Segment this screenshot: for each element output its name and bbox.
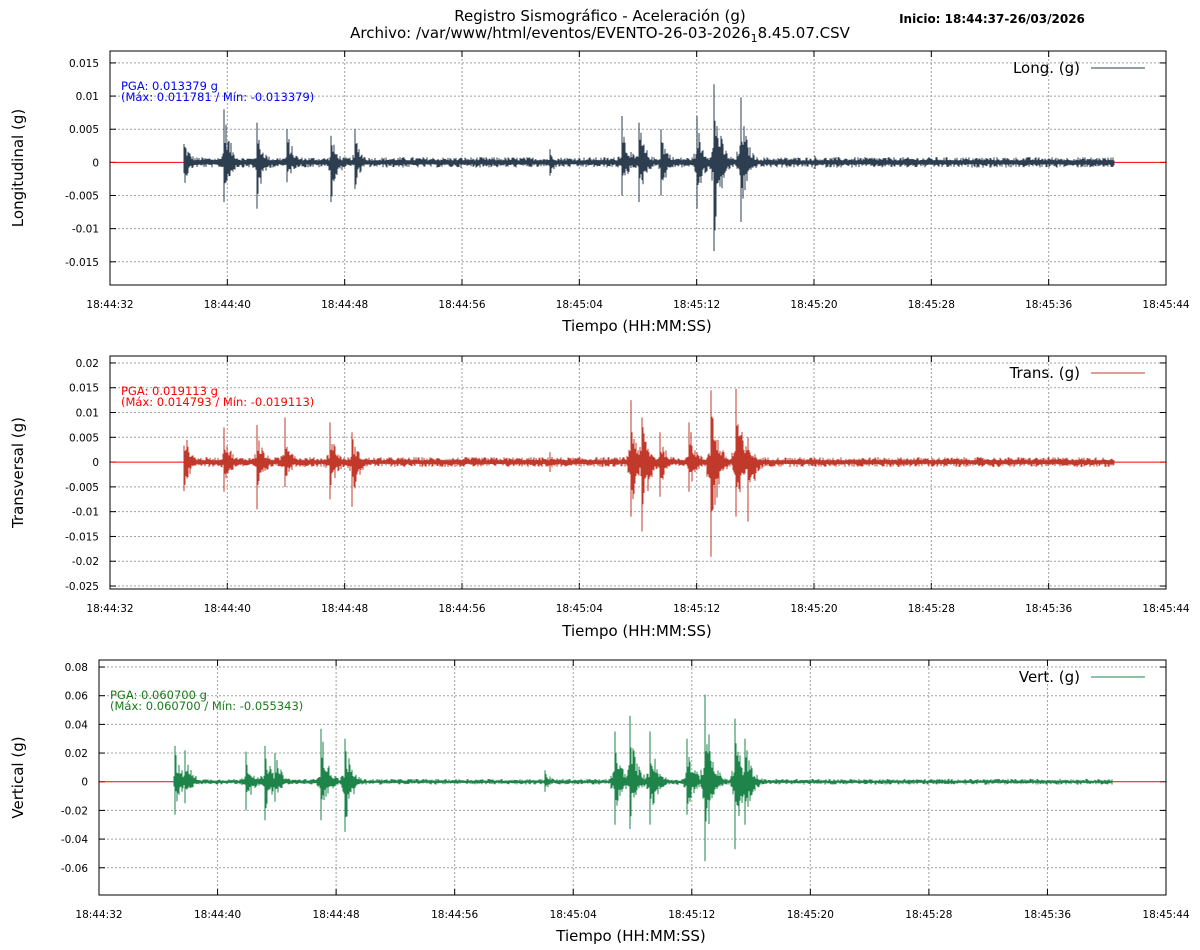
y-tick-label: 0.015	[69, 58, 99, 70]
pga-annotation: PGA: 0.013379 g	[121, 79, 218, 93]
legend-label: Vert. (g)	[1019, 668, 1080, 686]
y-tick-label: 0	[92, 457, 99, 469]
y-tick-label: -0.01	[72, 224, 99, 236]
panel-long: 18:44:32 18:44:40 18:44:48 18:44:56 18:45:04…	[9, 50, 1190, 335]
y-tick-label: -0.02	[72, 556, 99, 568]
x-tick-label: 18:44:40	[204, 603, 251, 615]
y-tick-label: 0.06	[65, 691, 89, 703]
y-axis-label: Longitudinal (g)	[9, 109, 27, 227]
x-tick-label: 18:45:04	[556, 603, 603, 615]
x-tick-label: 18:45:28	[905, 909, 952, 921]
file-subscript: 1	[751, 32, 758, 45]
panel-vert: 18:44:32 18:44:40 18:44:48 18:44:56 18:45:04…	[9, 659, 1190, 945]
x-tick-label: 18:45:28	[908, 603, 955, 615]
x-tick-label: 18:45:12	[673, 603, 720, 615]
x-tick-label: 18:44:48	[321, 603, 368, 615]
y-tick-label: -0.025	[65, 581, 99, 593]
x-axis-label: Tiempo (HH:MM:SS)	[561, 622, 711, 640]
y-tick-label: 0.04	[65, 719, 89, 731]
plot-frame	[98, 659, 1167, 896]
maxmin-annotation: (Máx: 0.011781 / Mín: -0.013379)	[121, 90, 314, 104]
y-tick-label: 0.08	[65, 662, 88, 674]
x-tick-label: 18:44:40	[204, 299, 251, 311]
x-tick-label: 18:44:48	[321, 299, 368, 311]
x-tick-label: 18:45:36	[1025, 299, 1072, 311]
x-tick-label: 18:45:20	[790, 299, 837, 311]
y-tick-label: 0.015	[69, 383, 99, 395]
figure-header: Registro Sismográfico - Aceleración (g) …	[350, 7, 1085, 45]
x-tick-label: 18:45:04	[556, 299, 603, 311]
x-tick-label: 18:44:56	[438, 603, 485, 615]
x-tick-label: 18:45:04	[550, 909, 597, 921]
chart-title: Registro Sismográfico - Aceleración (g)	[454, 7, 745, 25]
y-tick-label: 0	[92, 157, 99, 169]
y-tick-label: 0.005	[69, 432, 99, 444]
x-tick-label: 18:44:48	[313, 909, 360, 921]
pga-annotation: PGA: 0.019113 g	[121, 384, 218, 398]
x-axis-label: Tiempo (HH:MM:SS)	[555, 927, 705, 945]
y-tick-label: -0.04	[61, 834, 88, 846]
x-tick-label: 18:45:20	[787, 909, 834, 921]
y-tick-label: 0	[81, 777, 88, 789]
x-tick-label: 18:44:32	[75, 909, 122, 921]
y-tick-label: 0.005	[69, 124, 99, 136]
y-tick-label: -0.015	[65, 257, 99, 269]
y-tick-label: -0.005	[65, 191, 99, 203]
x-axis-label: Tiempo (HH:MM:SS)	[561, 317, 711, 335]
y-tick-label: -0.005	[65, 482, 99, 494]
chart-subtitle-file: Archivo: /var/www/html/eventos/EVENTO-26…	[350, 24, 851, 45]
x-tick-label: 18:44:56	[431, 909, 478, 921]
plot-frame	[109, 355, 1167, 590]
plot-frame	[109, 50, 1167, 286]
x-tick-label: 18:45:44	[1142, 299, 1189, 311]
file-suffix: 8.45.07.CSV	[758, 24, 851, 42]
maxmin-annotation: (Máx: 0.060700 / Mín: -0.055343)	[110, 699, 303, 713]
x-tick-label: 18:45:36	[1024, 909, 1071, 921]
x-tick-label: 18:45:12	[673, 299, 720, 311]
y-tick-label: -0.06	[61, 863, 88, 875]
y-tick-label: 0.01	[76, 91, 99, 103]
legend-label: Long. (g)	[1013, 59, 1080, 77]
x-tick-label: 18:44:56	[438, 299, 485, 311]
y-tick-label: 0.01	[76, 408, 99, 420]
y-tick-label: -0.01	[72, 507, 99, 519]
y-tick-label: 0.02	[76, 358, 99, 370]
y-tick-label: 0.02	[65, 748, 88, 760]
x-tick-label: 18:45:28	[908, 299, 955, 311]
waveform-series	[183, 84, 1115, 252]
x-tick-label: 18:44:32	[86, 603, 133, 615]
x-tick-label: 18:45:44	[1142, 909, 1189, 921]
x-tick-label: 18:45:36	[1025, 603, 1072, 615]
start-time-label: Inicio: 18:44:37-26/03/2026	[899, 12, 1085, 26]
legend-label: Trans. (g)	[1009, 364, 1080, 382]
x-tick-label: 18:45:44	[1142, 603, 1189, 615]
y-axis-label: Vertical (g)	[9, 736, 27, 818]
waveform-series	[183, 388, 1115, 557]
x-tick-label: 18:45:20	[790, 603, 837, 615]
file-prefix: Archivo: /var/www/html/eventos/EVENTO-26…	[350, 24, 751, 42]
y-axis-label: Transversal (g)	[9, 417, 27, 529]
waveform-series	[173, 694, 1113, 862]
maxmin-annotation: (Máx: 0.014793 / Mín: -0.019113)	[121, 395, 314, 409]
x-tick-label: 18:44:32	[86, 299, 133, 311]
y-tick-label: -0.02	[61, 805, 88, 817]
x-tick-label: 18:45:12	[668, 909, 715, 921]
panel-trans: 18:44:32 18:44:40 18:44:48 18:44:56 18:45:04…	[9, 355, 1190, 640]
y-tick-label: -0.015	[65, 531, 99, 543]
pga-annotation: PGA: 0.060700 g	[110, 688, 207, 702]
x-tick-label: 18:44:40	[194, 909, 241, 921]
